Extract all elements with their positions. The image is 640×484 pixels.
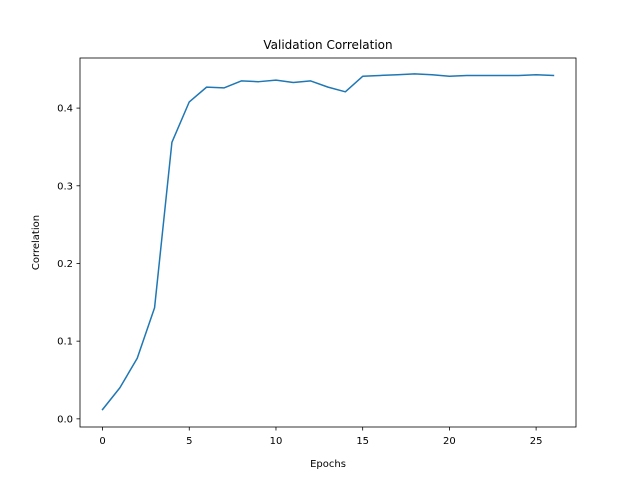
x-axis-label: Epochs bbox=[310, 459, 346, 470]
x-tick-label: 5 bbox=[186, 436, 192, 447]
y-tick-label: 0.1 bbox=[57, 337, 73, 348]
series-line bbox=[101, 73, 555, 411]
x-tick-label: 25 bbox=[530, 436, 543, 447]
x-tick-label: 20 bbox=[443, 436, 456, 447]
x-tick-label: 15 bbox=[356, 436, 369, 447]
axes-frame bbox=[79, 57, 577, 428]
x-tick-label: 0 bbox=[99, 436, 105, 447]
y-tick-label: 0.0 bbox=[57, 414, 73, 425]
y-tick-label: 0.2 bbox=[57, 259, 73, 270]
chart-title: Validation Correlation bbox=[263, 38, 392, 52]
y-axis-label: Correlation bbox=[31, 215, 42, 270]
y-tick-label: 0.3 bbox=[57, 181, 73, 192]
x-tick-label: 10 bbox=[270, 436, 283, 447]
y-tick-label: 0.4 bbox=[57, 104, 73, 115]
